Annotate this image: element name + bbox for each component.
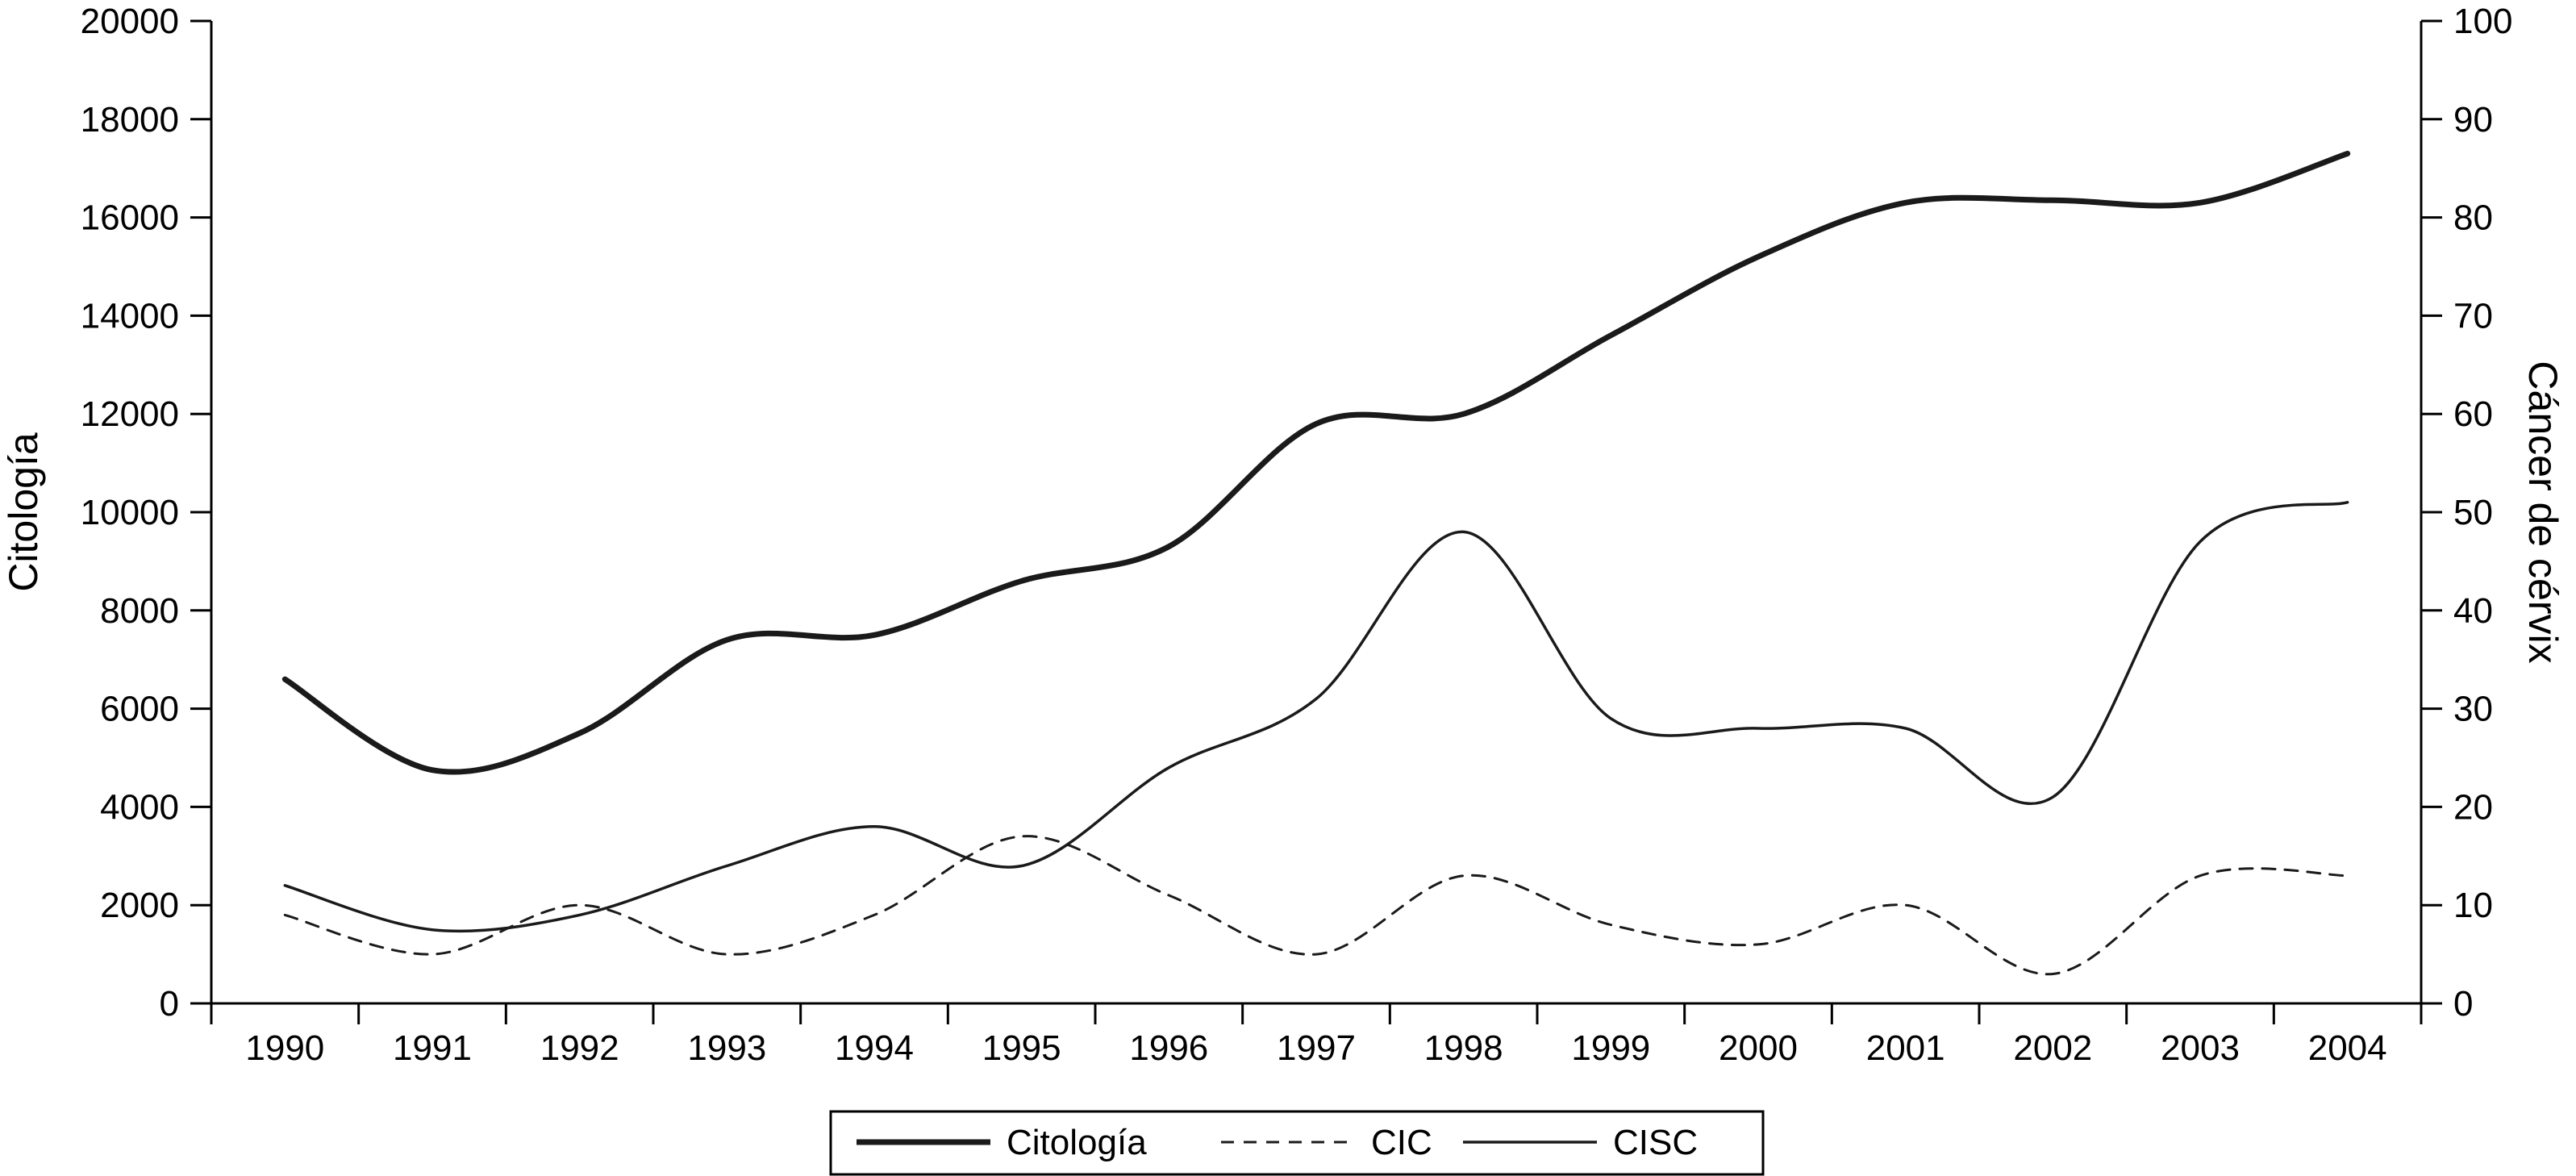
x-tick-label: 1990	[245, 1028, 324, 1068]
right-y-tick-label: 20	[2453, 787, 2493, 827]
right-y-tick-label: 60	[2453, 394, 2493, 434]
right-y-tick-label: 100	[2453, 2, 2512, 41]
x-tick-label: 1997	[1277, 1028, 1356, 1068]
left-y-tick-label: 2000	[100, 886, 179, 925]
x-tick-label: 1991	[393, 1028, 472, 1068]
x-tick-label: 1994	[835, 1028, 914, 1068]
right-y-ticks: 0 10 20 30 40 50 60 70 80 90 100	[2421, 2, 2512, 1024]
series-line-citolog-a	[281, 150, 2351, 775]
axes	[210, 21, 2423, 1005]
legend-label: Citología	[1007, 1123, 1147, 1162]
right-y-tick-label: 90	[2453, 100, 2493, 140]
left-y-tick-label: 12000	[81, 394, 179, 434]
x-tick-label: 1999	[1571, 1028, 1650, 1068]
x-ticks: 1990 1991 1992 1993 1994 1995 1996 1997 1998 1999…	[210, 1003, 2423, 1068]
right-axis-title: Cáncer de cérvix	[2520, 361, 2566, 663]
legend-label: CISC	[1613, 1123, 1698, 1162]
left-y-ticks: 0 2000 4000 6000 8000 10000 12000 14000 16000 180…	[81, 2, 211, 1024]
x-tick-label: 2002	[2013, 1028, 2092, 1068]
legend-box	[829, 1110, 1765, 1176]
x-tick-label: 2004	[2308, 1028, 2387, 1068]
legend: Citología CIC CISC	[829, 1110, 1765, 1176]
left-axis-title: Citología	[1, 432, 46, 592]
left-y-tick-label: 14000	[81, 296, 179, 336]
x-tick-label: 1995	[982, 1028, 1061, 1068]
left-y-tick-label: 18000	[81, 100, 179, 140]
left-y-tick-label: 0	[160, 984, 179, 1024]
x-tick-label: 2001	[1866, 1028, 1945, 1068]
x-tick-label: 1992	[540, 1028, 619, 1068]
right-y-tick-label: 50	[2453, 493, 2493, 532]
x-tick-label: 1993	[687, 1028, 766, 1068]
legend-label: CIC	[1371, 1123, 1432, 1162]
left-y-tick-label: 4000	[100, 787, 179, 827]
x-tick-label: 2000	[1719, 1028, 1798, 1068]
x-tick-label: 1998	[1424, 1028, 1503, 1068]
right-y-tick-label: 0	[2453, 984, 2473, 1024]
left-y-tick-label: 6000	[100, 690, 179, 729]
right-y-tick-label: 70	[2453, 296, 2493, 336]
left-y-tick-label: 16000	[81, 198, 179, 238]
series-line-cic	[283, 835, 2349, 976]
right-y-tick-label: 80	[2453, 198, 2493, 238]
series-line-cisc	[283, 501, 2349, 933]
left-y-tick-label: 8000	[100, 591, 179, 631]
x-tick-label: 1996	[1129, 1028, 1208, 1068]
right-y-tick-label: 10	[2453, 886, 2493, 925]
x-tick-label: 2003	[2161, 1028, 2240, 1068]
left-y-tick-label: 10000	[81, 493, 179, 532]
series-layer	[281, 150, 2351, 976]
right-y-tick-label: 30	[2453, 690, 2493, 729]
left-y-tick-label: 20000	[81, 2, 179, 41]
right-y-tick-label: 40	[2453, 591, 2493, 631]
